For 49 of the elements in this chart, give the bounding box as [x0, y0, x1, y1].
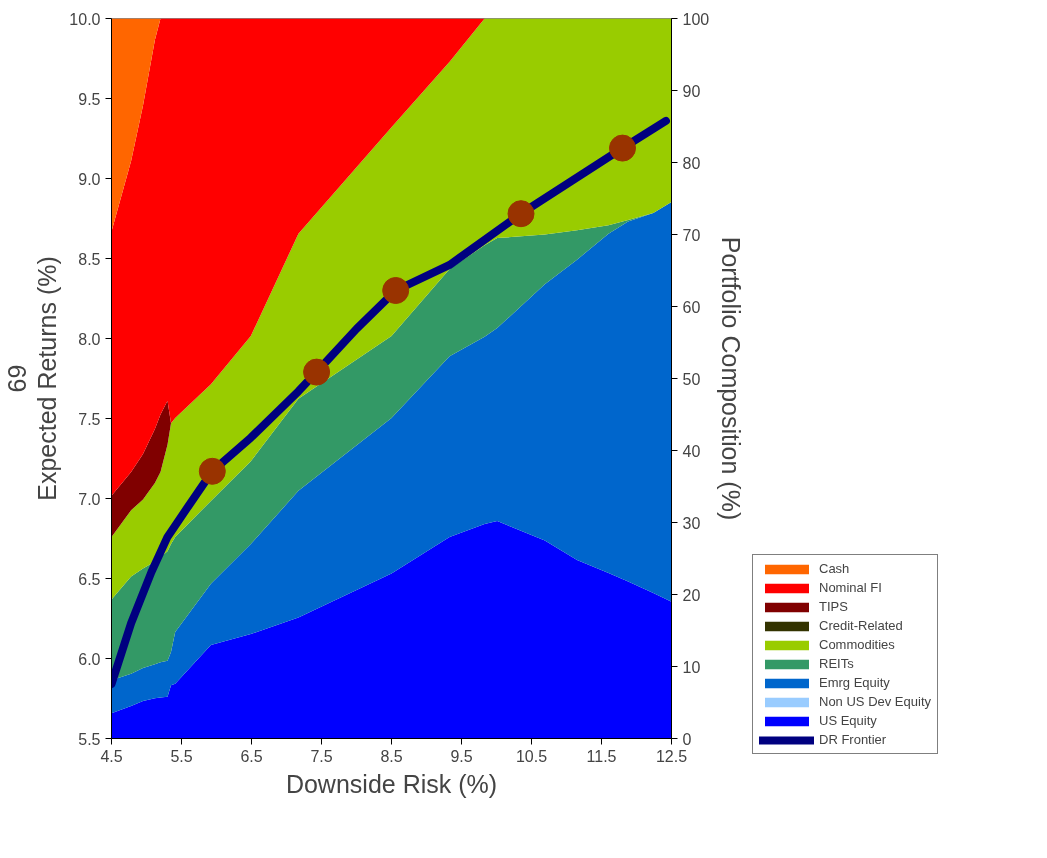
y2-tick-label: 70	[682, 226, 701, 244]
y2-tick-label: 20	[682, 586, 701, 604]
legend-label: Commodities	[819, 637, 895, 652]
y-axis-title: Expected Returns (%)	[33, 256, 62, 501]
y-tick-label: 7.0	[78, 490, 101, 508]
y-tick-label: 9.0	[78, 170, 101, 188]
legend-label: Non US Dev Equity	[819, 694, 931, 709]
y2-tick-label: 60	[682, 298, 701, 316]
x-tick-label: 5.5	[170, 747, 193, 765]
y2-tick-label: 50	[682, 370, 701, 388]
legend-label: Emrg Equity	[819, 675, 890, 690]
y2-axis-title: Portfolio Composition (%)	[717, 236, 746, 521]
y2-tick-label: 10	[682, 658, 701, 676]
y-tick-label: 8.0	[78, 330, 101, 348]
legend-label: REITs	[819, 656, 854, 671]
x-tick-label: 7.5	[310, 747, 333, 765]
y-tick-label: 5.5	[78, 730, 101, 748]
x-tick-label: 9.5	[450, 747, 473, 765]
point	[609, 134, 636, 162]
y-tick-label: 7.5	[78, 410, 101, 428]
legend-label: US Equity	[819, 713, 877, 728]
text: 69	[2, 364, 31, 393]
y2-tick-label: 90	[682, 82, 701, 100]
x-tick-label: 4.5	[100, 747, 123, 765]
y-tick-label: 8.5	[78, 250, 101, 268]
legend-label: Cash	[819, 561, 850, 576]
y-tick-label: 6.0	[78, 650, 101, 668]
y-tick-label: 10.0	[69, 10, 101, 28]
y2-tick-label: 100	[682, 10, 710, 28]
point	[198, 457, 226, 485]
legend-label: DR Frontier	[819, 732, 887, 747]
y2-tick-label: 80	[682, 154, 701, 172]
legend-label: Credit-Related	[819, 618, 903, 633]
legend-label: TIPS	[819, 599, 848, 614]
y2-tick-label: 30	[682, 514, 701, 532]
x-tick-label: 11.5	[586, 747, 617, 765]
x-tick-label: 8.5	[380, 747, 403, 765]
x-axis-title: Downside Risk (%)	[285, 769, 498, 798]
point	[507, 200, 535, 228]
point	[303, 358, 331, 386]
y2-tick-label: 0	[682, 730, 692, 748]
x-tick-label: 12.5	[655, 747, 688, 765]
y-tick-label: 9.5	[78, 90, 101, 108]
y-tick-label: 6.5	[78, 570, 101, 588]
point	[382, 277, 410, 304]
legend-label: Nominal FI	[819, 580, 882, 595]
y2-tick-label: 40	[682, 442, 701, 460]
x-tick-label: 6.5	[240, 747, 263, 765]
x-tick-label: 10.5	[515, 747, 548, 765]
